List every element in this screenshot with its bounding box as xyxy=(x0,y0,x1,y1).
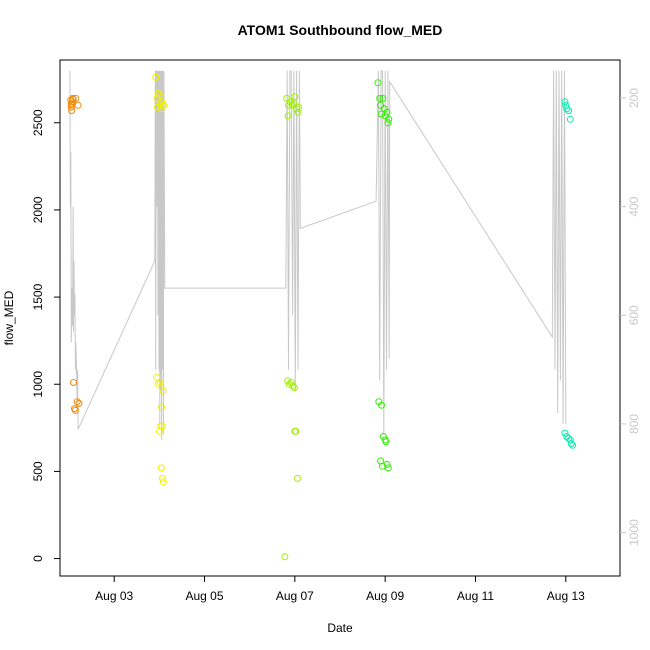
data-point xyxy=(381,112,389,120)
data-point xyxy=(159,387,167,395)
data-point xyxy=(70,379,77,386)
data-point xyxy=(566,115,574,123)
data-point xyxy=(377,101,385,109)
data-point xyxy=(292,427,300,435)
data-point xyxy=(379,94,387,102)
data-point xyxy=(289,382,297,390)
data-point xyxy=(281,553,289,561)
x-tick-label: Aug 09 xyxy=(366,589,404,603)
data-point xyxy=(158,422,166,430)
data-point xyxy=(284,112,292,120)
secondary-line xyxy=(69,70,567,441)
data-point xyxy=(293,105,301,113)
data-point xyxy=(158,403,166,411)
data-point xyxy=(154,89,162,97)
data-point xyxy=(153,94,161,102)
data-point xyxy=(562,101,570,109)
data-point xyxy=(153,373,161,381)
data-point xyxy=(567,440,575,447)
data-point xyxy=(563,105,571,113)
data-point xyxy=(382,438,390,446)
data-point xyxy=(384,119,392,127)
data-point xyxy=(156,379,164,386)
data-point xyxy=(285,101,292,109)
data-point xyxy=(284,377,292,385)
secondary-y-axis: 200 400 600 800 1000 xyxy=(620,88,641,546)
data-point xyxy=(295,103,302,111)
x-tick-label: Aug 03 xyxy=(95,589,133,603)
y-tick-label: 500 xyxy=(31,461,45,481)
x-tick-label: Aug 05 xyxy=(185,589,223,603)
plot-frame xyxy=(59,59,621,577)
y-axis-label: flow_MED xyxy=(2,290,16,345)
data-point xyxy=(159,478,167,486)
data-point xyxy=(158,98,166,106)
y-tick-label: 1000 xyxy=(31,371,45,398)
y-axis: 0 500 1000 1500 2000 2500 xyxy=(31,109,60,562)
y2-tick-label: 1000 xyxy=(627,519,641,546)
data-point xyxy=(285,380,293,388)
data-point xyxy=(561,429,569,437)
data-point xyxy=(157,105,165,113)
data-point xyxy=(159,474,166,482)
data-point xyxy=(75,399,83,407)
data-point xyxy=(569,441,577,449)
x-tick-label: Aug 07 xyxy=(276,589,314,603)
y-tick-label: 1500 xyxy=(31,283,45,310)
data-point xyxy=(376,94,384,102)
data-point xyxy=(378,110,385,118)
y2-tick-label: 600 xyxy=(627,305,641,325)
data-point xyxy=(383,460,391,468)
data-point xyxy=(374,79,382,87)
y2-tick-label: 800 xyxy=(627,414,641,434)
chart-title: ATOM1 Southbound flow_MED xyxy=(238,22,443,38)
data-point xyxy=(378,401,385,409)
data-point xyxy=(287,379,295,386)
y2-tick-label: 200 xyxy=(627,88,641,108)
x-axis-label: Date xyxy=(327,621,353,635)
data-point xyxy=(74,101,82,109)
data-point xyxy=(72,94,80,102)
data-point xyxy=(288,101,296,109)
data-point xyxy=(67,103,75,111)
data-point xyxy=(565,107,572,115)
data-point xyxy=(71,406,79,414)
x-tick-label: Aug 11 xyxy=(457,589,494,603)
x-tick-label: Aug 13 xyxy=(547,589,585,603)
y-tick-label: 0 xyxy=(31,555,45,562)
data-point xyxy=(294,474,301,482)
data-point xyxy=(157,464,165,472)
y-tick-label: 2500 xyxy=(31,109,45,136)
data-point xyxy=(73,398,81,406)
data-point xyxy=(563,433,571,440)
data-point xyxy=(290,384,298,392)
x-axis: Aug 03 Aug 05 Aug 07 Aug 09 Aug 11 Aug 13 xyxy=(95,576,585,603)
y-tick-label: 2000 xyxy=(31,196,45,223)
data-point xyxy=(384,464,392,472)
data-point xyxy=(291,93,299,101)
data-point xyxy=(290,100,297,108)
data-point xyxy=(154,103,161,111)
data-point xyxy=(385,115,393,123)
data-point xyxy=(379,433,387,440)
data-point xyxy=(152,73,160,81)
data-point xyxy=(561,98,569,106)
data-point xyxy=(294,108,302,116)
scatter-points xyxy=(67,73,577,561)
secondary-line-series xyxy=(69,70,567,441)
data-point xyxy=(155,91,163,99)
data-point xyxy=(68,107,76,115)
y2-tick-label: 400 xyxy=(627,196,641,216)
